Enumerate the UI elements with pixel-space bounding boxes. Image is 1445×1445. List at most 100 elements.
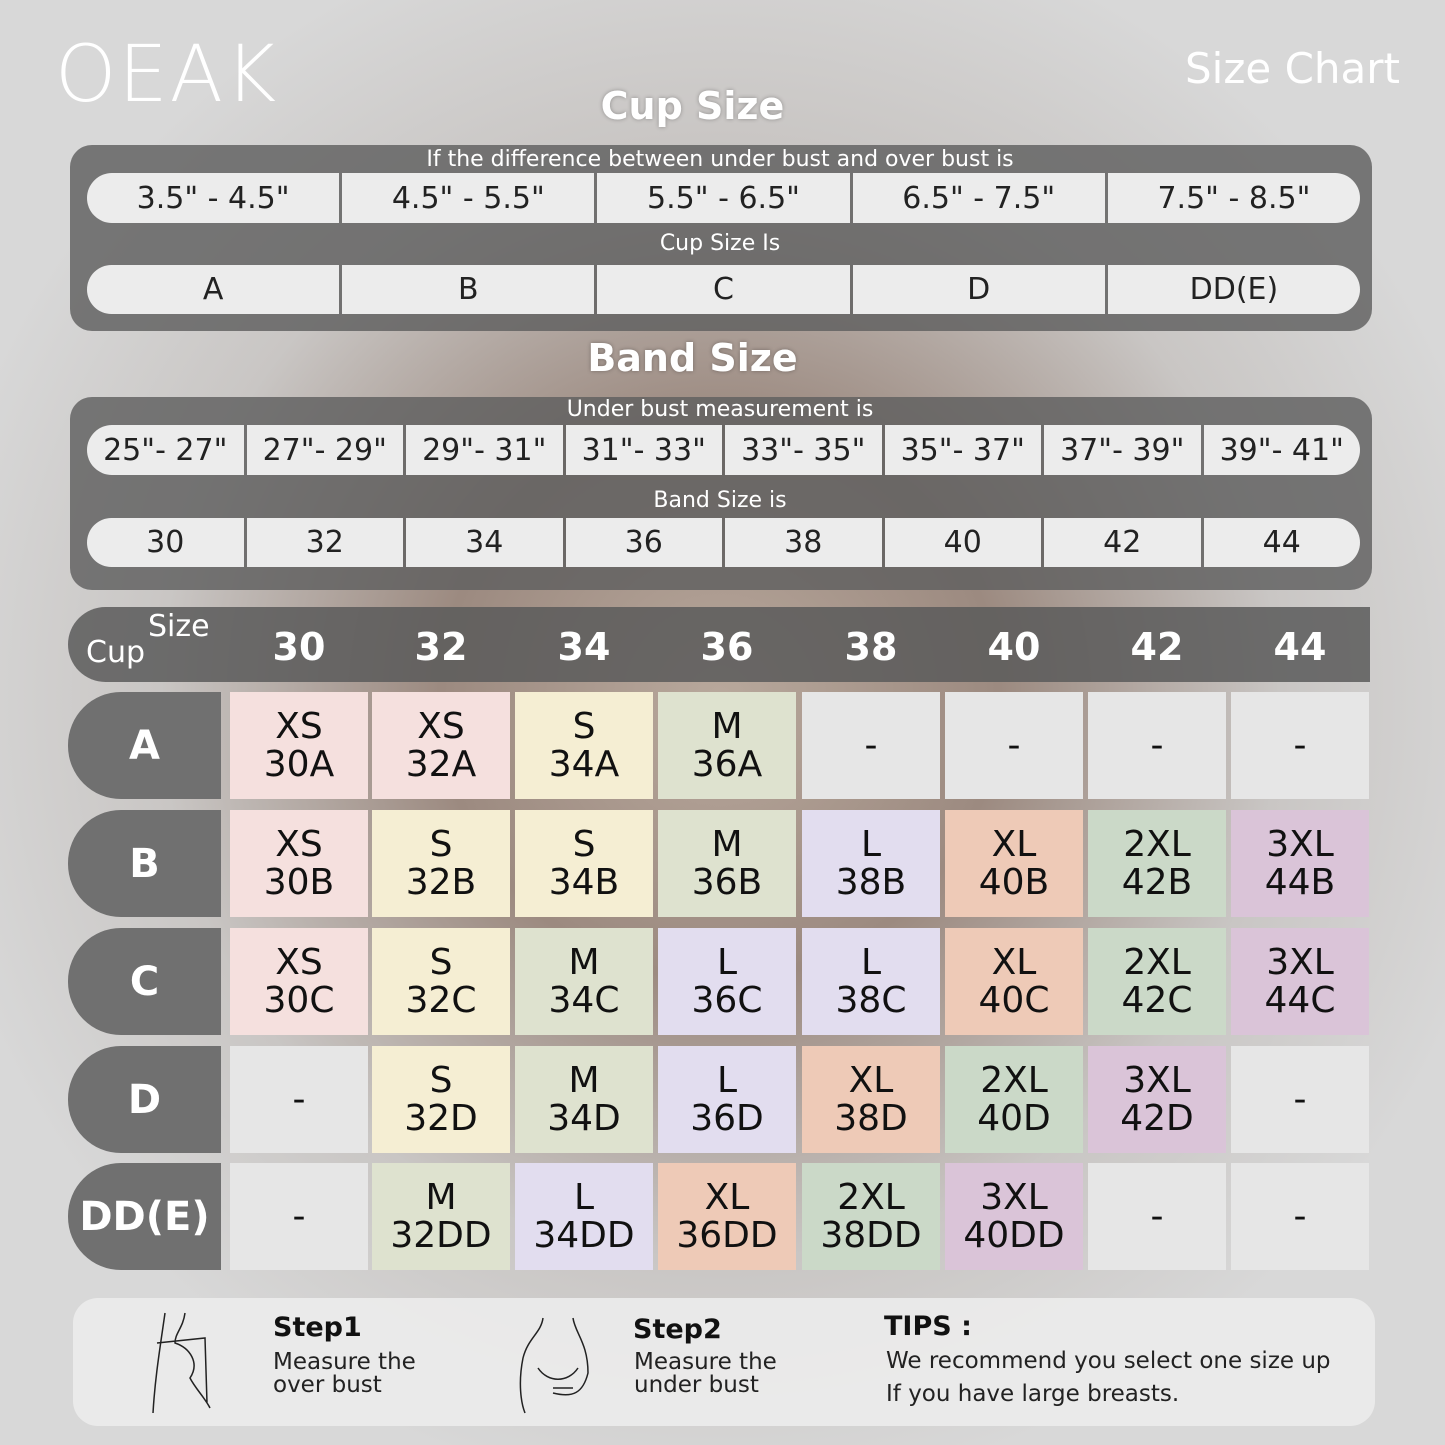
size-cell: M 36A: [658, 692, 796, 799]
bra-size-code: 34D: [547, 1097, 621, 1139]
size-cell: 3XL 44B: [1231, 810, 1369, 917]
step2-title: Step2: [633, 1314, 722, 1345]
step2-text: Measure the under bust: [634, 1349, 777, 1398]
size-label: S: [429, 1059, 453, 1101]
size-label: L: [716, 1059, 738, 1101]
cup-range-row: 3.5" - 4.5" 4.5" - 5.5" 5.5" - 6.5" 6.5" - …: [87, 173, 1360, 223]
size-cell: XL 40B: [945, 810, 1083, 917]
cup-caption-is: Cup Size Is: [659, 231, 781, 256]
size-label: -: [1293, 1195, 1307, 1237]
bra-size-code: 30A: [263, 743, 335, 785]
size-label: 3XL: [1266, 823, 1334, 865]
corner-size-label: Size: [148, 609, 210, 644]
size-cell: M 34D: [515, 1046, 653, 1153]
size-cell: -: [945, 692, 1083, 799]
bra-size-code: 38D: [834, 1097, 908, 1139]
size-cell: L 36D: [658, 1046, 796, 1153]
size-cell: XS 32A: [372, 692, 510, 799]
bra-size-code: 42B: [1121, 861, 1193, 903]
cup-size-panel: If the difference between under bust and…: [70, 145, 1372, 331]
band-caption-is: Band Size is: [653, 488, 787, 513]
band-range-pill: 37"- 39": [1044, 425, 1201, 475]
bra-size-code: 44B: [1264, 861, 1336, 903]
bra-size-code: 30C: [263, 979, 335, 1021]
bra-size-code: 34B: [548, 861, 620, 903]
size-label: XL: [848, 1059, 894, 1101]
cup-range-pill: 7.5" - 8.5": [1107, 173, 1360, 223]
size-cell: 2XL 42B: [1088, 810, 1226, 917]
size-label: 3XL: [1266, 941, 1334, 983]
size-cell: 2XL 40D: [945, 1046, 1083, 1153]
size-label: -: [1150, 1195, 1164, 1237]
cup-value-pill: DD(E): [1107, 265, 1360, 314]
size-cell: S 34A: [515, 692, 653, 799]
cup-range-pill: 4.5" - 5.5": [342, 173, 595, 223]
band-column-header: 34: [557, 625, 611, 669]
bra-size-code: 36A: [691, 743, 763, 785]
size-label: -: [1293, 724, 1307, 766]
bra-size-code: 32DD: [390, 1214, 492, 1256]
size-label: XS: [275, 823, 323, 865]
band-size-panel: Under bust measurement is 25"- 27" 27"- 2…: [70, 397, 1372, 590]
bra-size-code: 38B: [835, 861, 907, 903]
bra-size-code: 34C: [548, 979, 620, 1021]
bra-size-code: 36DD: [676, 1214, 778, 1256]
bra-size-code: 32C: [405, 979, 477, 1021]
size-cell: 2XL 42C: [1088, 928, 1226, 1035]
size-cell: XL 38D: [802, 1046, 940, 1153]
size-label: 2XL: [1123, 823, 1191, 865]
cup-value-row: A B C D DD(E): [87, 265, 1360, 314]
band-range-pill: 29"- 31": [406, 425, 563, 475]
size-cell: 2XL 38DD: [802, 1163, 940, 1270]
size-label: 3XL: [980, 1176, 1048, 1218]
bra-size-code: 40DD: [963, 1214, 1065, 1256]
size-cell: S 32C: [372, 928, 510, 1035]
size-cell: XS 30B: [230, 810, 368, 917]
band-column-header: 44: [1273, 625, 1327, 669]
cup-row-label: DD(E): [68, 1163, 221, 1270]
size-cell: L 38C: [802, 928, 940, 1035]
brand-logo: OEAK: [55, 30, 279, 120]
tips-line-2: If you have large breasts.: [886, 1381, 1180, 1407]
band-column-header: 40: [987, 625, 1041, 669]
band-range-pill: 35"- 37": [884, 425, 1041, 475]
band-size-heading: Band Size: [587, 336, 798, 380]
size-cell: M 36B: [658, 810, 796, 917]
size-label: M: [711, 823, 743, 865]
cup-range-pill: 5.5" - 6.5": [597, 173, 850, 223]
size-cell: S 34B: [515, 810, 653, 917]
size-label: L: [573, 1176, 595, 1218]
size-cell: M 34C: [515, 928, 653, 1035]
band-value-pill: 34: [406, 518, 563, 567]
bra-size-code: 38C: [835, 979, 907, 1021]
size-label: 2XL: [1123, 941, 1191, 983]
band-value-pill: 44: [1203, 518, 1360, 567]
band-value-pill: 32: [246, 518, 403, 567]
size-cell: -: [1088, 1163, 1226, 1270]
grid-header: Size Cup 30 32 34 36 38 40 42 44: [68, 607, 1370, 682]
bra-size-code: 42D: [1120, 1097, 1194, 1139]
cup-value-pill: C: [597, 265, 850, 314]
size-label: M: [568, 1059, 600, 1101]
size-cell: -: [230, 1046, 368, 1153]
cup-row-label: C: [68, 928, 221, 1035]
size-cell: S 32D: [372, 1046, 510, 1153]
size-label: XS: [275, 705, 323, 747]
bra-size-code: 40D: [977, 1097, 1051, 1139]
cup-range-pill: 3.5" - 4.5": [87, 173, 340, 223]
overbust-measure-figure-icon: [152, 1312, 211, 1414]
band-value-pill: 36: [565, 518, 722, 567]
tips-title: TIPS :: [884, 1311, 972, 1342]
size-label: -: [864, 724, 878, 766]
band-column-header: 42: [1130, 625, 1184, 669]
size-label: XS: [275, 941, 323, 983]
band-range-pill: 39"- 41": [1203, 425, 1360, 475]
size-label: -: [1007, 724, 1021, 766]
size-label: M: [425, 1176, 457, 1218]
size-label: L: [716, 941, 738, 983]
cup-caption-difference: If the difference between under bust and…: [426, 147, 1014, 172]
bra-size-code: 32D: [404, 1097, 478, 1139]
size-label: XL: [704, 1176, 750, 1218]
bra-size-code: 38DD: [820, 1214, 922, 1256]
cup-size-heading: Cup Size: [600, 84, 785, 128]
